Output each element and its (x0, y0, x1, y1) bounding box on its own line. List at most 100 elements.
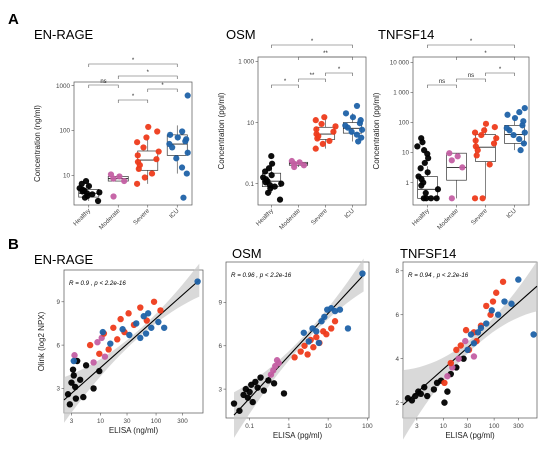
x-axis-title: ELISA (pg/ml) (445, 431, 495, 440)
data-point-severe (301, 342, 308, 349)
data-point-icu (315, 339, 323, 347)
data-point-severe (148, 170, 156, 177)
data-point-icu (184, 92, 191, 99)
y-tick-label: 3 (218, 386, 222, 393)
data-point-healthy (85, 182, 93, 190)
data-point-healthy (257, 374, 264, 381)
data-point-icu (342, 122, 349, 129)
significance-bracket (456, 56, 515, 60)
x-tick-label: 1 (287, 423, 291, 430)
data-point-healthy (268, 172, 275, 179)
data-point-icu (133, 320, 140, 327)
panel-title: EN-RAGE (34, 27, 94, 42)
data-point-severe (457, 342, 464, 349)
data-point-healthy (82, 362, 90, 369)
data-point-icu (179, 128, 186, 135)
significance-label: * (484, 51, 487, 57)
data-point-healthy (265, 377, 272, 384)
significance-bracket (147, 88, 178, 92)
data-point-moderate (300, 162, 308, 169)
data-point-healthy (260, 387, 268, 394)
data-point-healthy (422, 189, 429, 197)
data-point-severe (471, 129, 479, 136)
data-point-icu (516, 135, 523, 143)
data-point-healthy (418, 135, 425, 142)
data-point-severe (318, 120, 325, 128)
y-tick-label: 6 (218, 343, 222, 350)
data-point-severe (472, 137, 479, 144)
data-point-severe (319, 140, 326, 148)
x-tick-label: ICU (168, 207, 181, 220)
x-tick-label: 10 (440, 423, 448, 430)
data-point-icu (70, 357, 77, 365)
significance-label: * (499, 67, 502, 73)
significance-label: * (132, 58, 135, 64)
data-point-severe (304, 351, 311, 358)
data-point-icu (336, 306, 344, 313)
x-tick-label: 3 (70, 418, 74, 425)
data-point-moderate (462, 337, 469, 345)
significance-bracket (271, 84, 299, 88)
significance-label: * (470, 39, 473, 45)
y-tick-label: 9 (56, 299, 60, 306)
x-tick-label: ICU (505, 207, 518, 220)
correlation-annotation: R = 0.94 , p < 2.2e-16 (408, 272, 469, 279)
data-point-severe (150, 298, 158, 305)
data-point-moderate (101, 353, 109, 360)
x-axis-title: ELISA (pg/ml) (273, 431, 323, 440)
data-point-icu (342, 110, 350, 117)
y-tick-label: 9 (218, 300, 222, 307)
significance-label: * (147, 70, 150, 76)
data-point-severe (313, 333, 320, 341)
data-point-moderate (454, 153, 461, 160)
data-point-icu (344, 325, 352, 332)
data-point-severe (297, 348, 304, 355)
data-point-severe (490, 140, 498, 147)
panel-title: TNFSF14 (378, 27, 434, 42)
data-point-healthy (230, 400, 238, 407)
y-axis-title: Concentration (pg/ml) (372, 92, 381, 169)
data-point-healthy (278, 180, 285, 187)
data-point-healthy (434, 186, 442, 193)
significance-bracket (456, 78, 486, 82)
data-point-healthy (269, 160, 276, 167)
data-point-severe (133, 180, 141, 187)
data-point-severe (473, 152, 480, 159)
data-point-healthy (424, 169, 431, 176)
data-point-severe (321, 114, 328, 121)
data-point-severe (114, 336, 121, 343)
x-tick-label: Moderate (278, 207, 302, 231)
data-point-healthy (66, 401, 74, 408)
data-point-healthy (417, 165, 424, 172)
data-point-icu (521, 104, 528, 112)
data-point-severe (479, 195, 486, 202)
significance-label: * (132, 94, 135, 100)
data-point-icu (357, 117, 364, 124)
data-point-icu (313, 328, 320, 335)
x-tick-label: 30 (124, 418, 132, 425)
significance-label: * (284, 79, 287, 85)
data-point-icu (483, 320, 490, 327)
x-tick-label: 10 (97, 418, 105, 425)
data-point-icu (467, 331, 475, 338)
significance-bracket (298, 56, 353, 60)
data-point-severe (441, 379, 448, 387)
data-point-healthy (249, 398, 256, 406)
data-point-icu (300, 329, 308, 336)
data-point-moderate (455, 355, 462, 362)
x-tick-label: Severe (310, 207, 329, 226)
panel-label-b: B (8, 236, 19, 253)
data-point-healthy (421, 384, 428, 391)
data-point-moderate (448, 195, 455, 202)
data-point-severe (462, 326, 470, 334)
data-point-icu (184, 149, 191, 156)
data-point-severe (125, 310, 132, 317)
data-point-moderate (116, 173, 123, 180)
data-point-healthy (460, 355, 467, 362)
confidence-band (64, 263, 200, 423)
data-point-icu (530, 331, 537, 338)
x-tick-label: Healthy (255, 207, 276, 228)
data-point-icu (520, 118, 527, 125)
data-point-icu (144, 310, 152, 317)
y-tick-label: 10 (63, 173, 71, 180)
